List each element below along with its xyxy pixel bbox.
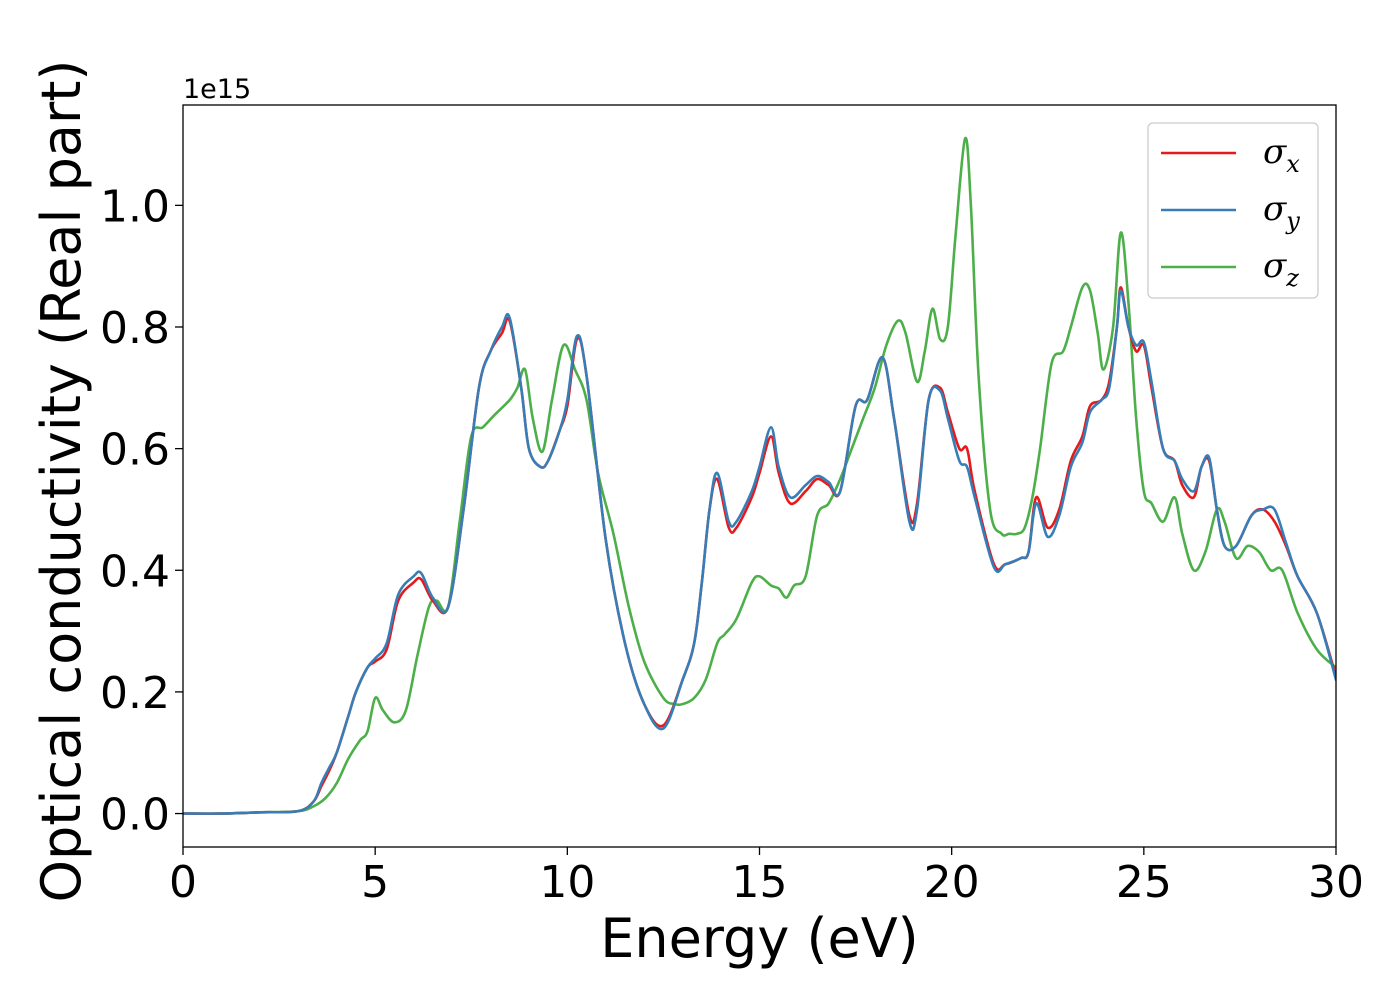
x-tick-label: 10 <box>539 857 595 908</box>
legend-symbol: σ <box>1263 189 1287 229</box>
legend-label-x: σx <box>1263 132 1300 178</box>
x-tick-label: 25 <box>1116 857 1172 908</box>
legend-subscript: z <box>1285 264 1299 292</box>
plot-lines <box>183 136 1336 815</box>
x-axis-title: Energy (eV) <box>600 907 919 970</box>
y-tick-label: 1.0 <box>100 181 170 232</box>
y-axis-title: Optical conductivity (Real part) <box>30 60 93 903</box>
y-tick-label: 0.4 <box>100 546 170 597</box>
series-line-x <box>183 286 1336 815</box>
y-offset-label: 1e15 <box>183 74 251 105</box>
legend-subscript: y <box>1285 207 1300 235</box>
series-line-y <box>183 289 1336 815</box>
y-axis-ticks: 0.0 0.2 0.4 0.6 0.8 1.0 <box>100 181 183 841</box>
x-tick-label: 5 <box>361 857 389 908</box>
x-axis-ticks: 0 5 10 15 20 25 30 <box>169 847 1364 908</box>
x-tick-label: 15 <box>732 857 788 908</box>
y-tick-label: 0.0 <box>100 790 170 841</box>
y-tick-label: 0.2 <box>100 668 170 719</box>
x-tick-label: 20 <box>924 857 980 908</box>
legend-label-y: σy <box>1263 189 1300 235</box>
legend-symbol: σ <box>1263 246 1287 286</box>
legend-label-z: σz <box>1263 246 1299 292</box>
x-tick-label: 0 <box>169 857 197 908</box>
legend-subscript: x <box>1286 150 1300 178</box>
x-tick-label: 30 <box>1308 857 1364 908</box>
y-tick-label: 0.8 <box>100 303 170 354</box>
legend-symbol: σ <box>1263 132 1287 172</box>
y-tick-label: 0.6 <box>100 425 170 476</box>
